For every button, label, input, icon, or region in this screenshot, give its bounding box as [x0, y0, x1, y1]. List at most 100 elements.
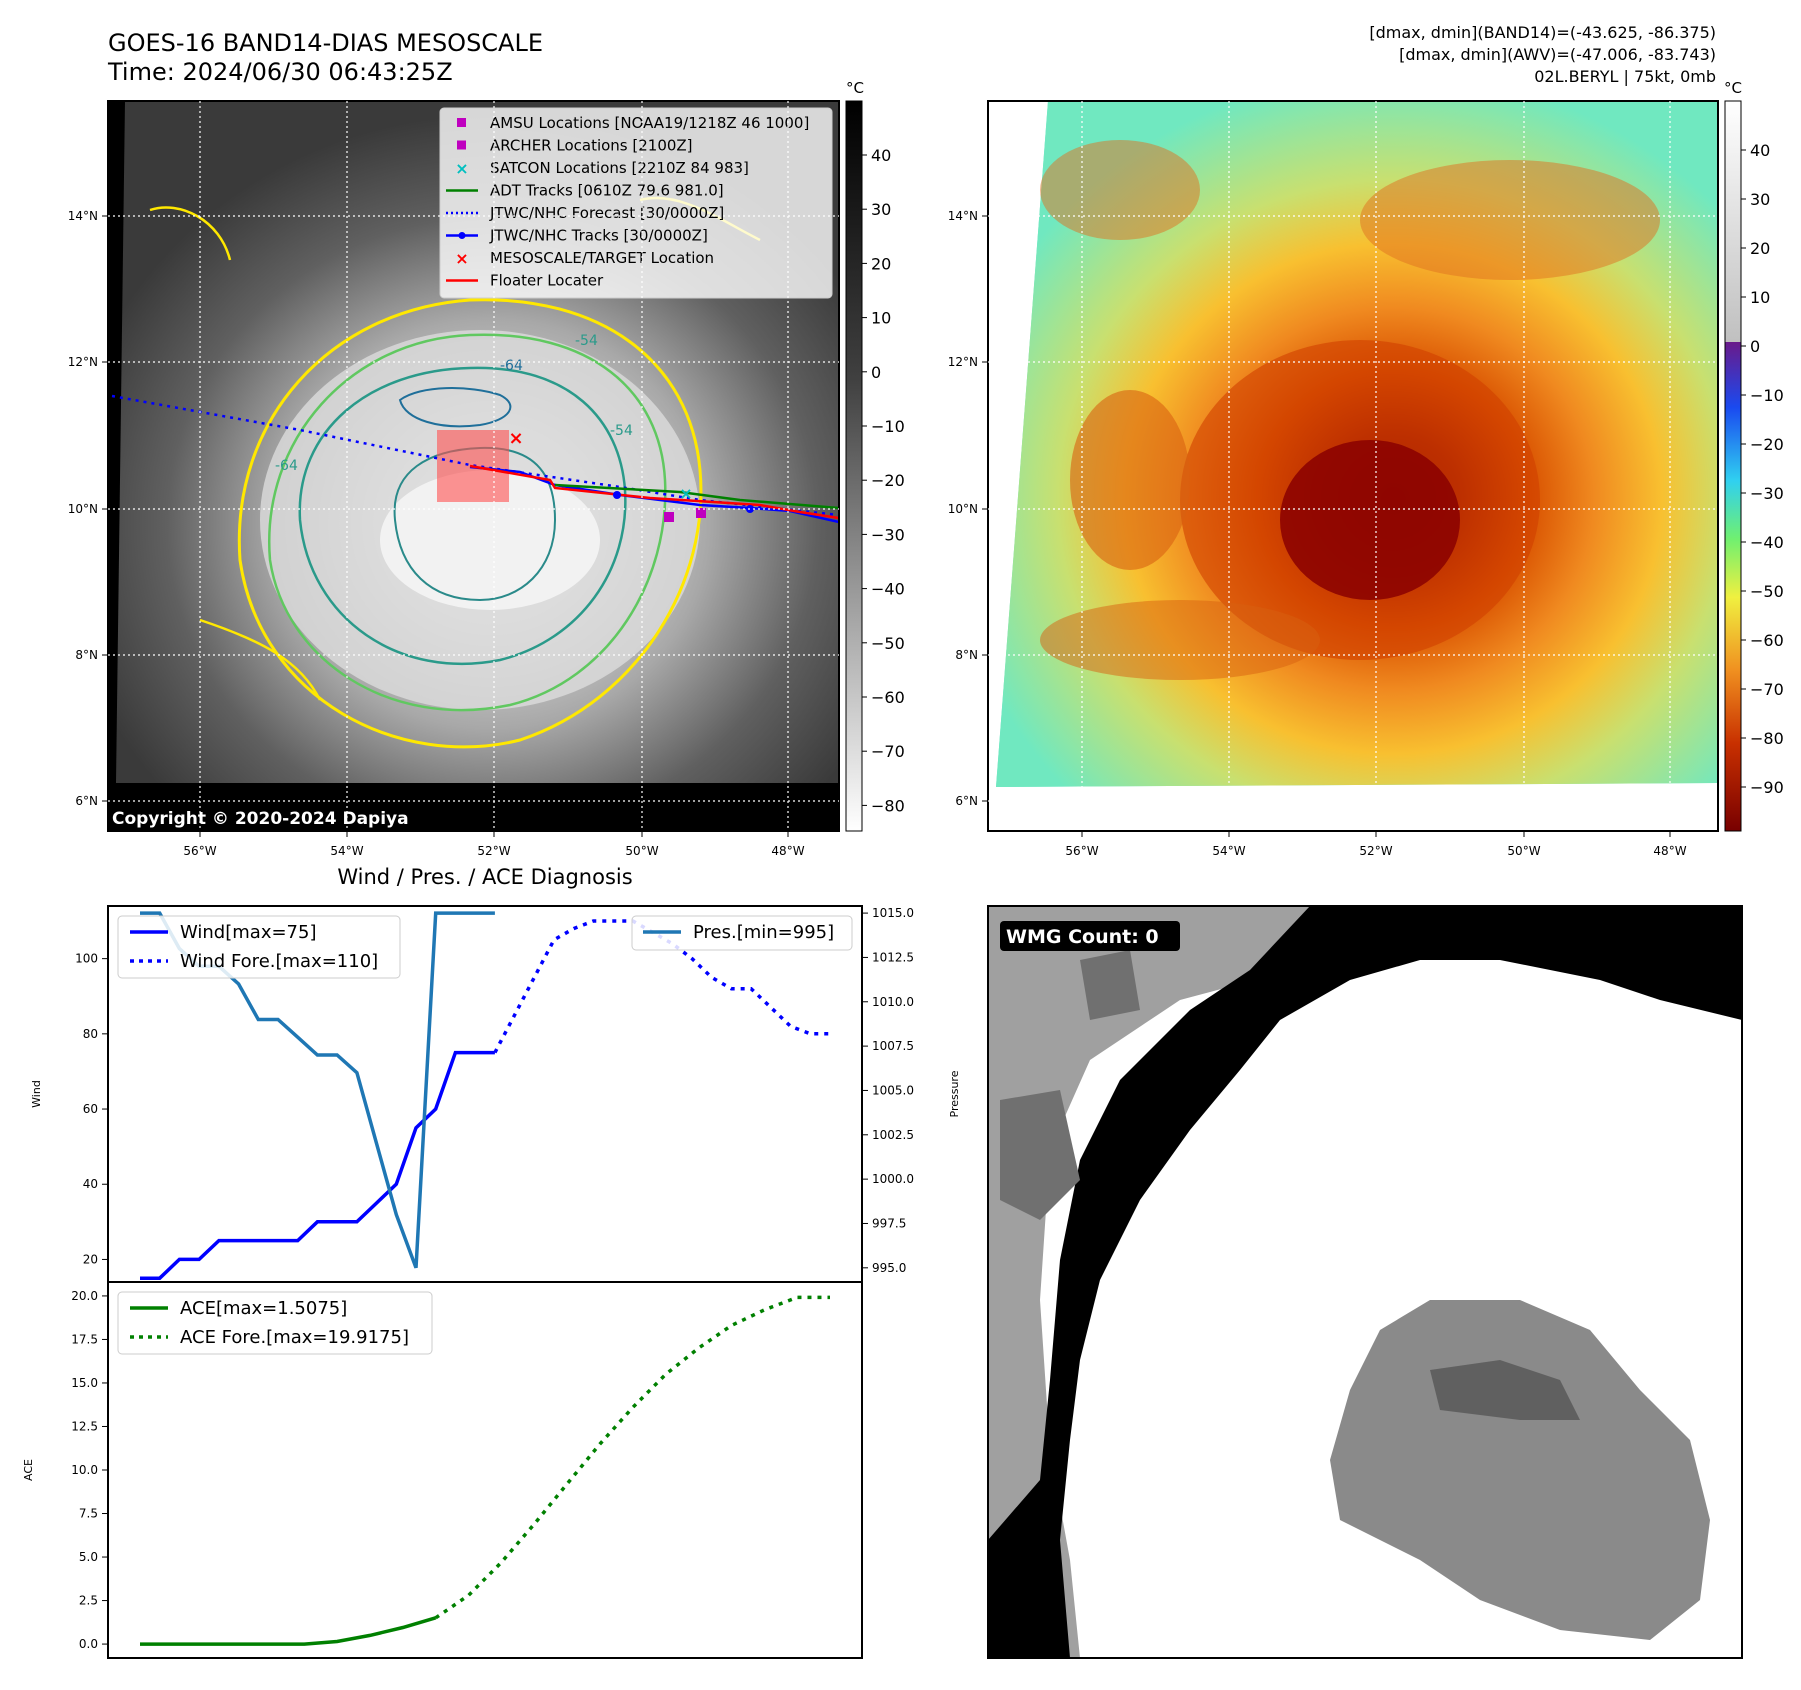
legend-pres: Pres.[min=995]: [693, 922, 834, 943]
colorbar-tick-label: −70: [1750, 680, 1784, 699]
axis-tick-label: 1015.0: [872, 906, 914, 920]
lat-tick-label: 14°N: [68, 209, 98, 223]
colorbar-tick-label: −50: [871, 634, 905, 653]
axis-tick-label: 10.0: [71, 1463, 98, 1477]
colorbar-tick-label: −10: [1750, 386, 1784, 405]
lon-tick-label: 48°W: [771, 844, 804, 858]
stats-band14: [dmax, dmin](BAND14)=(-43.625, -86.375): [1369, 23, 1716, 42]
legend-item-label: ARCHER Locations [2100Z]: [490, 137, 693, 155]
ace-ylabel: ACE: [22, 1459, 35, 1481]
figure-title: GOES-16 BAND14-DIAS MESOSCALE: [108, 29, 543, 57]
axis-tick-label: 1000.0: [872, 1172, 914, 1186]
axis-tick-label: 12.5: [71, 1419, 98, 1433]
axis-tick-label: 1012.5: [872, 950, 914, 964]
legend-item-label: ADT Tracks [0610Z 79.6 981.0]: [490, 182, 724, 200]
lon-tick-label: 56°W: [183, 844, 216, 858]
axis-tick-label: 5.0: [79, 1550, 98, 1564]
axis-tick-label: 2.5: [79, 1594, 98, 1608]
svg-text:×: ×: [679, 484, 692, 503]
lon-tick-label: 50°W: [625, 844, 658, 858]
legend-item-label: JTWC/NHC Tracks [30/0000Z]: [489, 227, 708, 245]
legend-ace-fore: ACE Fore.[max=19.9175]: [180, 1327, 409, 1348]
axis-tick-label: 15.0: [71, 1376, 98, 1390]
colorbar-tick-label: −50: [1750, 582, 1784, 601]
axis-tick-label: 1005.0: [872, 1083, 914, 1097]
map2-frame: [987, 100, 1719, 832]
svg-text:×: ×: [455, 249, 468, 268]
colorbar-tick-label: −20: [871, 471, 905, 490]
axis-tick-label: 1002.5: [872, 1128, 914, 1142]
colorbar-tick-label: 30: [1750, 190, 1770, 209]
colorbar-tick-label: −80: [871, 796, 905, 815]
storm-info: 02L.BERYL | 75kt, 0mb: [1534, 67, 1716, 86]
colorbar-tick-label: 30: [871, 200, 891, 219]
map-legend: AMSU Locations [NOAA19/1218Z 46 1000] ARC…: [439, 107, 833, 299]
legend-item: Floater Locater: [446, 272, 604, 290]
copyright: Copyright © 2020-2024 Dapiya: [112, 809, 409, 829]
axis-tick-label: 1010.0: [872, 995, 914, 1009]
axis-tick-label: 997.5: [872, 1216, 906, 1230]
lat-tick-label: 12°N: [68, 355, 98, 369]
lon-tick-label: 54°W: [1212, 844, 1245, 858]
lat-tick-label: 6°N: [75, 794, 98, 808]
series-line: [140, 1616, 437, 1646]
colorbar-color: °C 40 30 20 10 0 −10 −20 −30 −40 −50 −60 −70 −80 −90: [1724, 79, 1784, 832]
colorbar-tick-label: −40: [871, 580, 905, 599]
axis-tick-label: 1007.5: [872, 1039, 914, 1053]
legend-item: JTWC/NHC Forecast [30/0000Z]: [446, 204, 724, 222]
legend-item-label: Floater Locater: [490, 272, 604, 290]
lat-tick-label: 14°N: [948, 209, 978, 223]
contour-label: -64: [275, 458, 298, 474]
stats-awv: [dmax, dmin](AWV)=(-47.006, -83.743): [1399, 45, 1716, 64]
colorbar-tick-label: 40: [871, 146, 891, 165]
axis-tick-label: 60: [83, 1102, 98, 1116]
colorbar-tick-label: −30: [871, 525, 905, 544]
legend-ace: ACE[max=1.5075]: [180, 1298, 347, 1319]
colorbar-tick-label: −10: [871, 417, 905, 436]
lat-tick-label: 10°N: [68, 502, 98, 516]
wmg-panel: WMG Count: 0: [988, 906, 1742, 1658]
legend-item-label: SATCON Locations [2210Z 84 983]: [490, 159, 749, 177]
wind-legend: Wind[max=75] Wind Fore.[max=110]: [117, 915, 401, 979]
legend-item: × MESOSCALE/TARGET Location: [455, 249, 714, 268]
lat-tick-label: 6°N: [955, 794, 978, 808]
legend-wind-fore: Wind Fore.[max=110]: [180, 951, 378, 972]
series-line: [140, 1050, 495, 1280]
axis-tick-label: 20: [83, 1252, 98, 1266]
axis-tick-label: 20.0: [71, 1289, 98, 1303]
legend-item: × SATCON Locations [2210Z 84 983]: [455, 159, 749, 178]
colorbar-tick-label: 0: [1750, 337, 1760, 356]
lat-tick-label: 8°N: [75, 648, 98, 662]
axis-tick-label: 100: [75, 952, 98, 966]
lat-tick-label: 8°N: [955, 648, 978, 662]
lon-tick-label: 48°W: [1653, 844, 1686, 858]
contour-label: -64: [500, 358, 523, 374]
axis-tick-label: 7.5: [79, 1507, 98, 1521]
lat-tick-label: 12°N: [948, 355, 978, 369]
colorbar-gray: °C 40 30 20 10 0 −10 −20 −30 −40 −50 −60 −70 −80: [845, 79, 905, 832]
axis-tick-label: 995.0: [872, 1261, 906, 1275]
ir-color-map: [988, 101, 1718, 831]
legend-item-label: MESOSCALE/TARGET Location: [490, 249, 714, 267]
colorbar-color-unit: °C: [1724, 79, 1742, 97]
legend-item-label: JTWC/NHC Forecast [30/0000Z]: [489, 204, 724, 222]
colorbar-tick-label: −40: [1750, 533, 1784, 552]
svg-text:×: ×: [508, 428, 523, 449]
colorbar-tick-label: −90: [1750, 778, 1784, 797]
colorbar-tick-label: −60: [871, 688, 905, 707]
lon-tick-label: 52°W: [477, 844, 510, 858]
contour-label: -54: [575, 333, 598, 349]
colorbar-tick-label: 10: [1750, 288, 1770, 307]
colorbar-tick-label: −60: [1750, 631, 1784, 650]
svg-text:×: ×: [455, 159, 468, 178]
colorbar-tick-label: 20: [871, 254, 891, 273]
legend-item: ADT Tracks [0610Z 79.6 981.0]: [446, 182, 724, 200]
colorbar-tick-label: 20: [1750, 239, 1770, 258]
contour-label: -54: [610, 423, 633, 439]
lon-tick-label: 50°W: [1507, 844, 1540, 858]
wmg-frame: [987, 905, 1743, 1659]
legend-wind: Wind[max=75]: [180, 922, 317, 943]
axis-tick-label: 80: [83, 1027, 98, 1041]
axis-tick-label: 0.0: [79, 1637, 98, 1651]
